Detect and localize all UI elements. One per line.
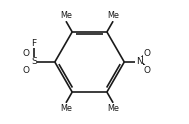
Text: O: O [144,66,151,75]
Text: O: O [22,49,29,58]
Text: N: N [136,58,143,66]
Text: Me: Me [60,11,72,20]
Text: O: O [144,49,151,58]
Text: Me: Me [107,104,119,113]
Text: Me: Me [60,104,72,113]
Text: F: F [31,39,36,48]
Text: O: O [22,66,29,75]
Text: S: S [31,58,37,66]
Text: Me: Me [107,11,119,20]
